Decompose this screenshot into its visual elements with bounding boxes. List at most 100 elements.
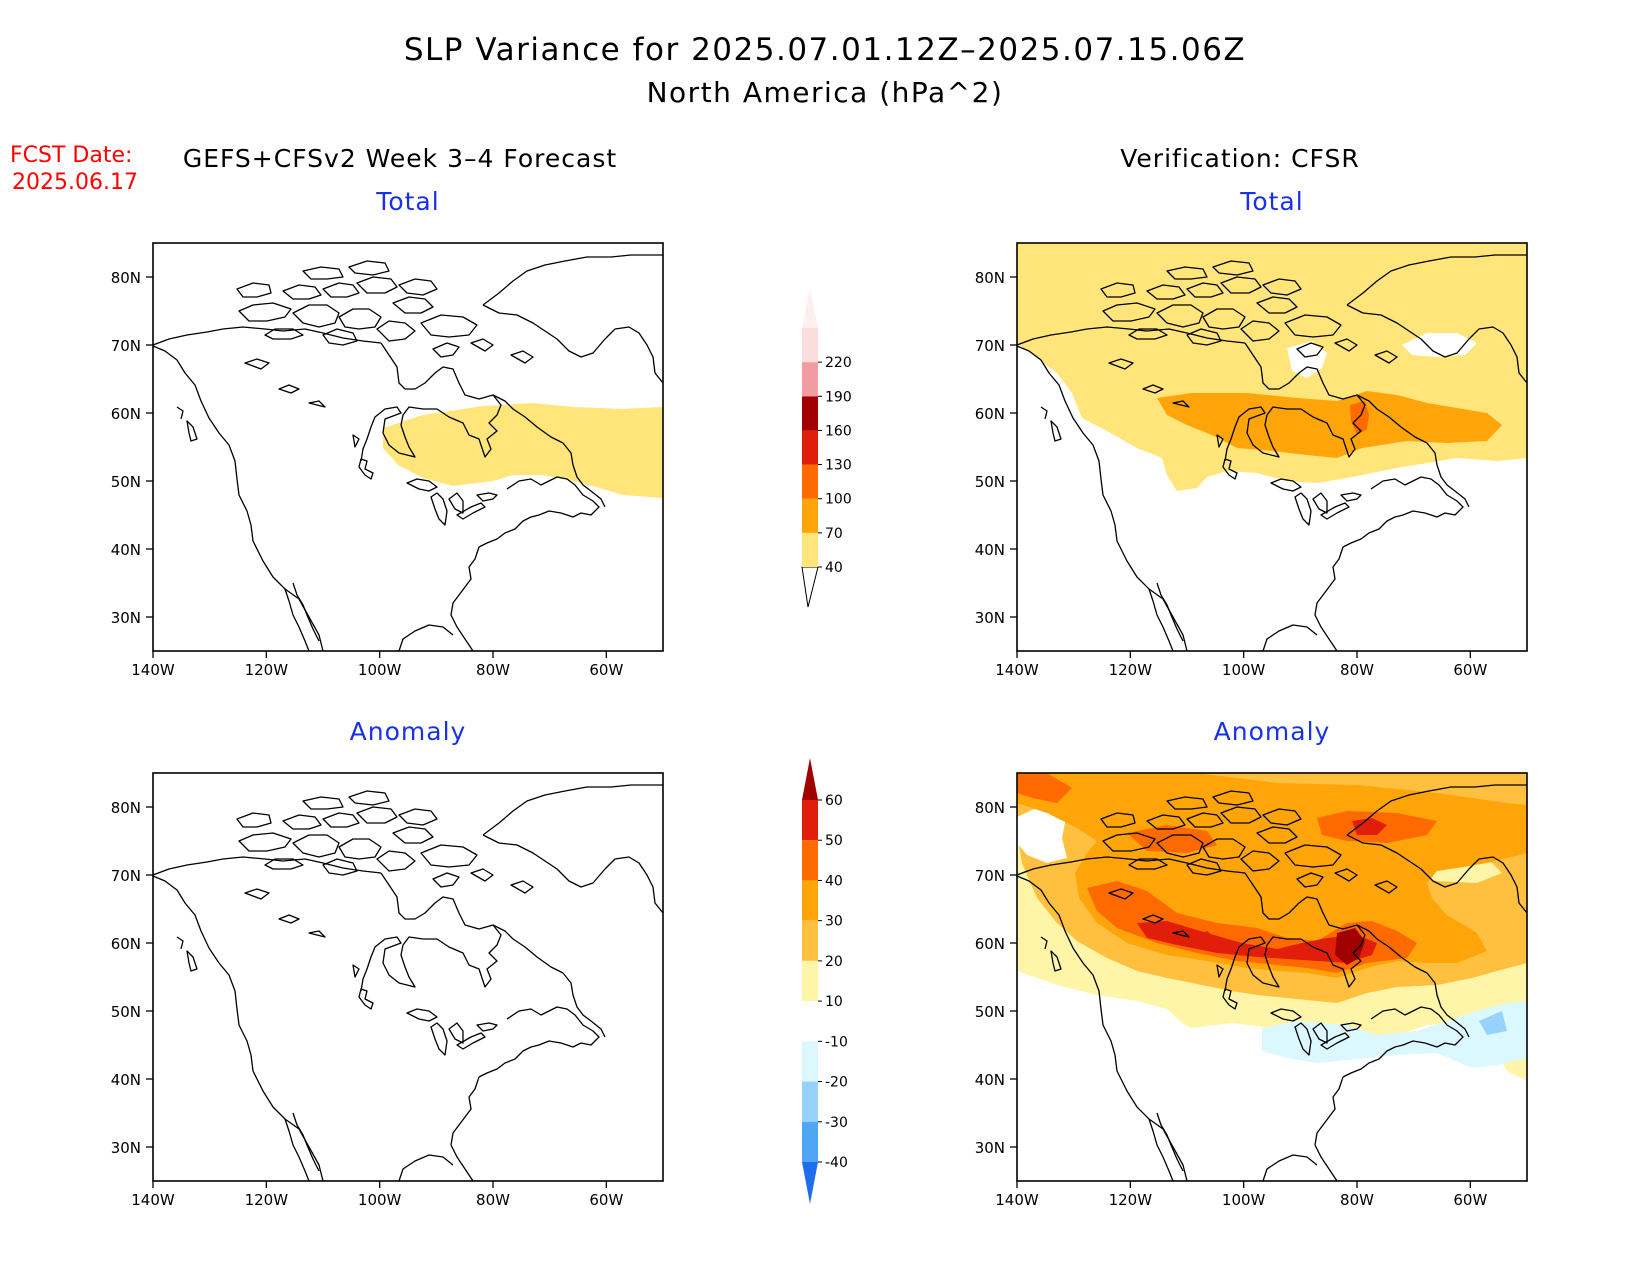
lat-tick-label: 80N	[111, 799, 141, 817]
lat-tick-label: 50N	[975, 1003, 1005, 1021]
shade-region	[383, 403, 663, 498]
shade-region	[1157, 391, 1502, 458]
lat-tick-label: 60N	[975, 935, 1005, 953]
colorbar-box	[802, 840, 818, 881]
shade-region	[1335, 928, 1365, 965]
shade-region	[1352, 818, 1387, 835]
panel-fcst-total: Total 80N 70N 60N 50N 40N 30N 140W 120W 100W 80W 60…	[111, 187, 664, 679]
colorbar-box	[802, 362, 818, 397]
colorbar-label: 220	[825, 355, 852, 371]
panel-map-area	[153, 254, 663, 651]
lon-tick-label: 140W	[131, 1191, 175, 1209]
lon-tick-label: 120W	[245, 661, 289, 679]
lat-tick-label: 30N	[111, 609, 141, 627]
panel-verif-total: Total 80N 70N 60N 50N 40N 30N 140W 120W 100W 80W 60…	[975, 187, 1528, 679]
lon-tick-label: 80W	[476, 1191, 510, 1209]
main-title: SLP Variance for 2025.07.01.12Z–2025.07.…	[404, 32, 1246, 68]
lon-tick-label: 100W	[358, 1191, 402, 1209]
lon-tick-label: 100W	[1222, 1191, 1266, 1209]
colorbar-label: 40	[825, 873, 843, 889]
lat-tick-label: 60N	[111, 935, 141, 953]
colorbar-label: 20	[825, 954, 843, 970]
colorbar-label: 40	[825, 560, 843, 576]
lat-tick-label: 30N	[975, 1139, 1005, 1157]
main-subtitle: North America (hPa^2)	[647, 76, 1004, 109]
panel-frame	[1016, 242, 1528, 652]
shade-region	[1017, 773, 1072, 803]
colorbar-label: -40	[825, 1155, 848, 1171]
colorbar-total: 40 70 100 130 160 190 220	[801, 288, 852, 608]
shade-region	[1137, 921, 1377, 963]
panel-title-verif-total: Total	[1239, 187, 1303, 216]
lon-tick-label: 140W	[131, 661, 175, 679]
lat-tick-label: 40N	[975, 1071, 1005, 1089]
colorbar-label: 30	[825, 914, 843, 930]
colorbar-box	[802, 532, 818, 567]
colorbar-extension-low	[802, 1162, 818, 1204]
lon-tick-label: 140W	[995, 661, 1039, 679]
lat-tick-label: 50N	[111, 1003, 141, 1021]
colorbar-label: 100	[825, 492, 852, 508]
panel-frame	[152, 242, 664, 652]
lat-tick-label: 40N	[975, 541, 1005, 559]
colorbar-box	[802, 328, 818, 363]
lon-tick-label: 100W	[1222, 661, 1266, 679]
colorbar-label: 50	[825, 833, 843, 849]
colorbar-box	[802, 960, 818, 1002]
fcst-date-value: 2025.06.17	[12, 170, 138, 195]
lat-tick-label: 60N	[975, 405, 1005, 423]
lon-tick-label: 60W	[1453, 661, 1487, 679]
colorbar-box	[802, 1041, 818, 1082]
shade-region	[1479, 1011, 1507, 1035]
lat-tick-label: 70N	[975, 337, 1005, 355]
lon-tick-label: 120W	[1109, 1191, 1153, 1209]
colorbar-box	[802, 464, 818, 499]
colorbar-label: -20	[825, 1075, 848, 1091]
lon-tick-label: 140W	[995, 1191, 1039, 1209]
lat-tick-label: 50N	[111, 473, 141, 491]
colorbar-box	[802, 396, 818, 431]
lat-tick-label: 30N	[111, 1139, 141, 1157]
colorbar-box	[802, 880, 818, 921]
panel-map-area	[1017, 773, 1527, 1181]
fcst-date-label: FCST Date:	[10, 143, 132, 168]
colorbar-anomaly: 60 50 40 30 20 10 -10 -20 -30 -40	[802, 758, 848, 1204]
lat-tick-label: 70N	[975, 867, 1005, 885]
colorbar-label: 130	[825, 458, 852, 474]
lat-tick-label: 70N	[111, 337, 141, 355]
panel-map-area	[1017, 243, 1527, 651]
shade-region	[1017, 243, 1527, 491]
colorbar-box	[802, 920, 818, 961]
panel-fcst-anomaly: Anomaly 80N 70N 60N 50N 40N 30N 140W 120W 100W 80W…	[111, 717, 664, 1209]
lon-tick-label: 80W	[1340, 1191, 1374, 1209]
colorbar-box	[802, 430, 818, 465]
colorbar-box	[802, 1001, 818, 1042]
shade-region	[1192, 931, 1217, 945]
shade-region	[1262, 1001, 1527, 1068]
colorbar-label: -30	[825, 1115, 848, 1131]
lon-tick-label: 60W	[589, 661, 623, 679]
panel-verif-anomaly: Anomaly 80N 70N 60N 50N 40N 30N 140W 120W 100W 80W…	[975, 717, 1528, 1209]
lon-tick-label: 120W	[245, 1191, 289, 1209]
panel-map-area	[153, 784, 663, 1181]
panel-title-fcst-total: Total	[375, 187, 439, 216]
panel-title-verif-anomaly: Anomaly	[1214, 717, 1331, 746]
lat-tick-label: 60N	[111, 405, 141, 423]
lon-tick-label: 80W	[1340, 661, 1374, 679]
forecast-column-header: GEFS+CFSv2 Week 3–4 Forecast	[183, 144, 617, 173]
lon-tick-label: 60W	[589, 1191, 623, 1209]
lat-tick-label: 80N	[975, 269, 1005, 287]
lon-tick-label: 60W	[1453, 1191, 1487, 1209]
colorbar-box	[802, 1121, 818, 1162]
colorbar-extension-low	[801, 566, 819, 608]
lat-tick-label: 40N	[111, 541, 141, 559]
lon-tick-label: 120W	[1109, 661, 1153, 679]
coastline	[153, 784, 663, 1181]
verification-column-header: Verification: CFSR	[1120, 144, 1359, 173]
shade-region	[1350, 401, 1369, 435]
colorbar-label: 10	[825, 994, 843, 1010]
colorbar-box	[802, 498, 818, 533]
colorbar-box	[802, 800, 818, 841]
colorbar-box	[802, 1081, 818, 1122]
